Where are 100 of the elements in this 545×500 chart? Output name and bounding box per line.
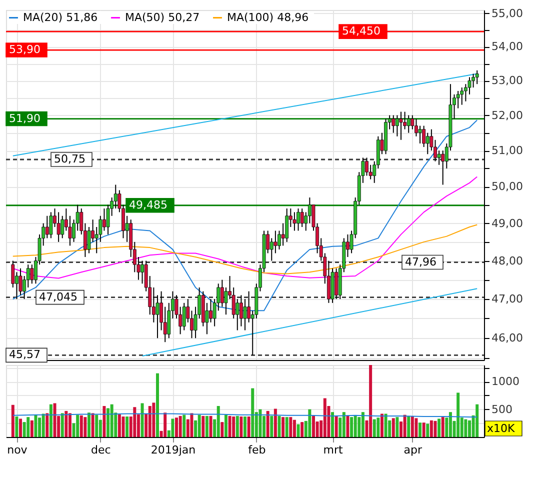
bar xyxy=(68,413,72,437)
bar xyxy=(350,417,354,437)
bar xyxy=(46,413,49,437)
candlestick xyxy=(460,87,464,106)
bar xyxy=(84,417,87,437)
bar xyxy=(53,403,56,437)
bar xyxy=(152,402,156,437)
bar xyxy=(182,414,186,437)
bar xyxy=(60,413,64,437)
bar xyxy=(178,416,182,437)
bar xyxy=(91,413,94,437)
y-tick-label: 48,00 xyxy=(492,254,523,268)
bar xyxy=(102,406,106,437)
ref-line-label: 47,96 xyxy=(405,255,436,268)
bar xyxy=(122,416,125,437)
bar xyxy=(26,417,30,437)
bar xyxy=(15,416,18,437)
candlestick xyxy=(418,125,422,144)
bar xyxy=(334,416,338,437)
bar xyxy=(426,424,430,437)
candlestick xyxy=(140,260,144,284)
bar xyxy=(49,404,52,437)
bar xyxy=(407,416,410,437)
candlestick xyxy=(49,212,53,239)
bar xyxy=(361,412,364,437)
bar xyxy=(64,410,68,437)
candlestick xyxy=(209,298,212,323)
bar xyxy=(140,403,144,437)
candlestick xyxy=(18,268,22,296)
bar xyxy=(270,416,274,437)
bar xyxy=(296,424,300,437)
candlestick xyxy=(30,264,34,284)
candlestick xyxy=(292,212,296,232)
candlestick xyxy=(392,114,396,134)
bar xyxy=(220,422,224,437)
bar xyxy=(175,418,178,437)
candlestick xyxy=(274,230,278,254)
ref-line-label: 53,90 xyxy=(9,43,40,56)
candlestick xyxy=(285,208,289,242)
bar xyxy=(346,415,350,437)
y-tick-label: 52,00 xyxy=(492,108,523,122)
bar xyxy=(88,412,90,437)
y-tick-label: 46,00 xyxy=(492,332,523,345)
bar xyxy=(30,420,34,437)
bar xyxy=(19,418,22,437)
bar xyxy=(133,407,136,437)
bar xyxy=(209,416,212,437)
bar xyxy=(476,404,479,437)
ref-line-label: 45,57 xyxy=(9,348,40,362)
bar xyxy=(258,409,262,437)
bar xyxy=(80,415,83,437)
bar xyxy=(228,416,232,437)
ref-line-label: 47,045 xyxy=(39,290,78,304)
bar xyxy=(202,416,205,437)
y-tick-label: 49,00 xyxy=(492,216,523,230)
line-series xyxy=(12,224,478,274)
y-tick-label: 51,00 xyxy=(492,144,523,158)
candlestick xyxy=(365,157,368,176)
bar xyxy=(198,414,201,437)
legend-label: MA(50) 50,27 xyxy=(125,10,200,24)
bar xyxy=(205,416,208,437)
ref-line-label: 51,90 xyxy=(9,112,40,125)
x-tick-label: mrt xyxy=(323,444,344,456)
bar xyxy=(396,417,399,437)
bar xyxy=(11,404,14,437)
bar xyxy=(126,416,129,437)
candlestick xyxy=(395,114,399,137)
bar xyxy=(369,365,372,437)
candlestick xyxy=(406,114,410,134)
bar xyxy=(266,410,270,437)
bar xyxy=(240,416,243,437)
x-tick-label: dec xyxy=(91,444,111,456)
candlestick xyxy=(475,70,479,85)
bar xyxy=(342,412,346,437)
bar xyxy=(289,417,292,437)
bar xyxy=(156,373,159,437)
bar xyxy=(430,420,433,437)
bar xyxy=(403,414,406,437)
bar xyxy=(232,416,236,437)
legend-label: MA(100) 48,96 xyxy=(227,10,309,24)
bar xyxy=(95,414,98,437)
y-tick-label: 50,00 xyxy=(492,180,523,194)
y-tick-label: 53,00 xyxy=(492,74,523,88)
y-tick-label: 1000 xyxy=(492,375,520,388)
candlestick xyxy=(182,302,186,331)
bar xyxy=(224,414,228,437)
candlestick xyxy=(399,111,403,140)
bar xyxy=(380,414,384,437)
bar xyxy=(118,414,121,437)
bar xyxy=(323,398,326,437)
y-tick-label: 54,00 xyxy=(492,40,523,54)
bar xyxy=(244,416,246,437)
candlestick xyxy=(239,294,243,327)
bar xyxy=(434,420,437,437)
bar xyxy=(292,420,296,437)
bar xyxy=(76,414,80,437)
bar xyxy=(282,417,285,437)
candlestick xyxy=(45,215,49,239)
bar xyxy=(414,418,418,437)
ref-line-label: 54,450 xyxy=(342,24,380,38)
